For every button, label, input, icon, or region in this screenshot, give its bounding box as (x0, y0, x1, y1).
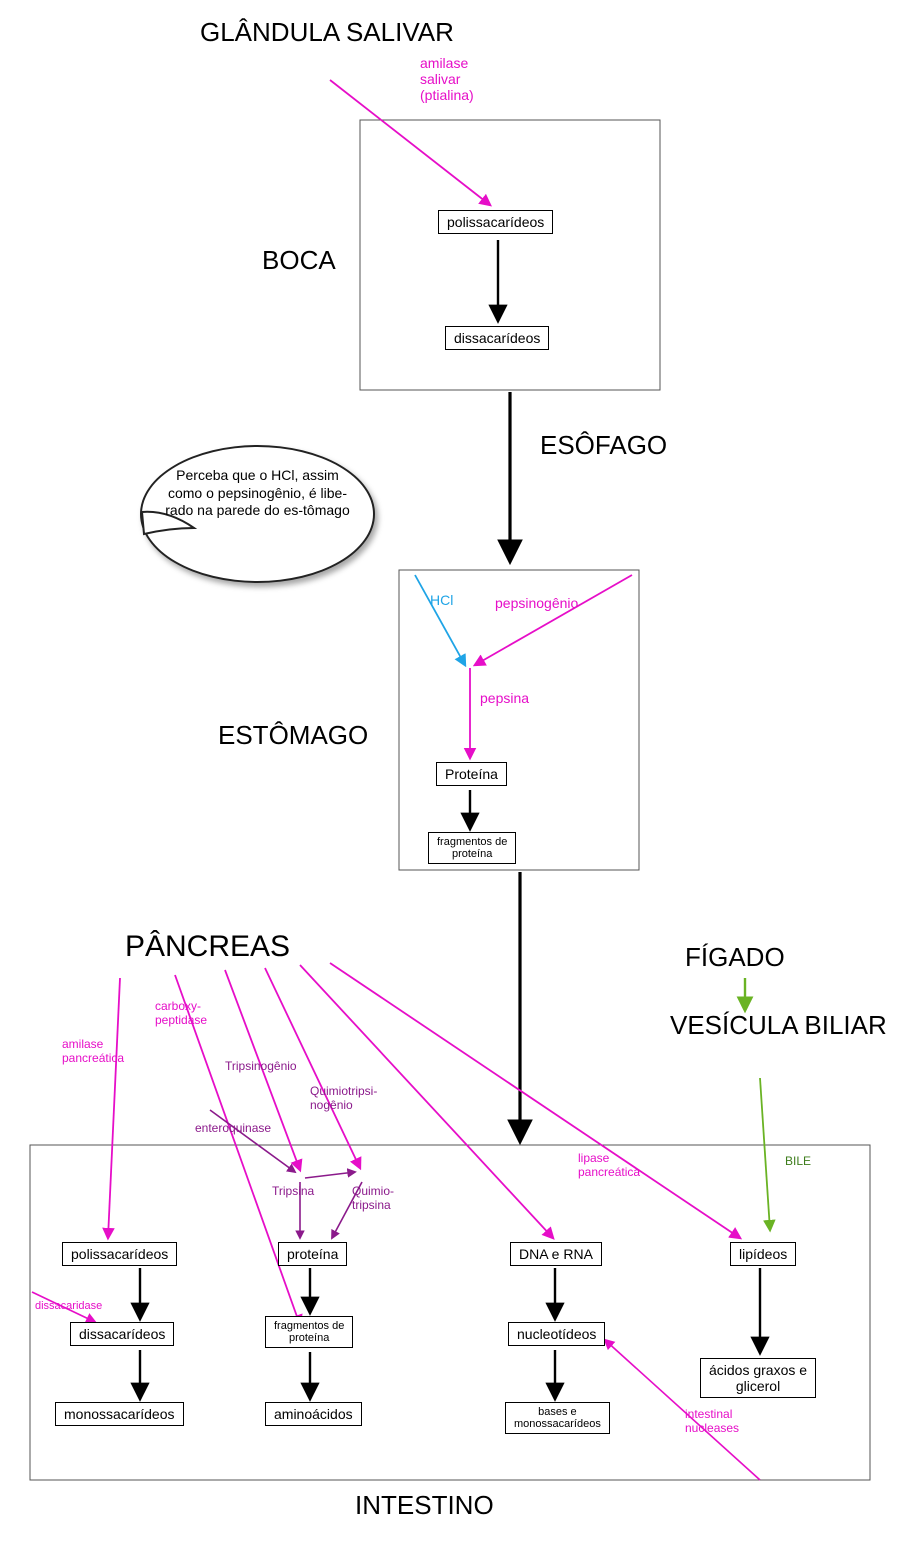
arrow-enteroq (210, 1110, 295, 1172)
enzyme-quimiotripsina: Quimio- tripsina (352, 1185, 394, 1213)
label-glandula: GLÂNDULA SALIVAR (200, 18, 454, 47)
enzyme-pepsina: pepsina (480, 690, 529, 706)
speech-bubble: Perceba que o HCl, assim como o pepsinog… (140, 445, 375, 595)
region-estomago (399, 570, 639, 870)
label-pancreas: PÂNCREAS (125, 930, 290, 964)
box-proteina-1: Proteína (436, 762, 507, 786)
enzyme-int-nucleases: intestinal nucleases (685, 1408, 739, 1436)
enzyme-bile: BILE (785, 1155, 811, 1169)
label-estomago: ESTÔMAGO (218, 720, 368, 751)
enzyme-amilase-panc: amilase pancreática (62, 1038, 124, 1066)
box-acidosgraxos: ácidos graxos e glicerol (700, 1358, 816, 1398)
box-polissac-1: polissacarídeos (438, 210, 553, 234)
enzyme-carboxy: carboxy- peptidase (155, 1000, 207, 1028)
arrow-pepsinogenio (475, 575, 632, 665)
enzyme-pepsinogenio: pepsinogênio (495, 595, 578, 611)
enzyme-hcl: HCl (430, 592, 453, 608)
arrow-bile (760, 1078, 770, 1230)
bubble-text: Perceba que o HCl, assim como o pepsinog… (162, 467, 353, 520)
box-lipideos: lipídeos (730, 1242, 796, 1266)
enzyme-quimiotripsinog: Quimiotripsi- nogênio (310, 1085, 377, 1113)
box-dissac-2: dissacarídeos (70, 1322, 174, 1346)
box-proteina-2: proteína (278, 1242, 347, 1266)
enzyme-amilase-salivar: amilase salivar (ptialina) (420, 55, 474, 103)
label-vesicula: VESÍCULA BILIAR (670, 1012, 887, 1039)
box-bases: bases e monossacarídeos (505, 1402, 610, 1434)
box-nucleot: nucleotídeos (508, 1322, 605, 1346)
enzyme-lipase: lipase pancreática (578, 1152, 640, 1180)
label-boca: BOCA (262, 245, 336, 276)
label-figado: FÍGADO (685, 942, 785, 973)
region-intestino (30, 1145, 870, 1480)
arrow-hcl (415, 575, 465, 665)
box-dissac-1: dissacarídeos (445, 326, 549, 350)
enzyme-tripsinog: Tripsinogênio (225, 1060, 297, 1074)
label-esofago: ESÔFAGO (540, 430, 667, 461)
box-polissac-2: polissacarídeos (62, 1242, 177, 1266)
enzyme-dissacaridase: dissacaridase (35, 1300, 102, 1313)
box-monossac: monossacarídeos (55, 1402, 184, 1426)
enzyme-tripsina: Tripsina (272, 1185, 314, 1199)
box-fragprot-2: fragmentos de proteína (265, 1316, 353, 1348)
box-dnarna: DNA e RNA (510, 1242, 602, 1266)
box-aminoac: aminoácidos (265, 1402, 362, 1426)
label-intestino: INTESTINO (355, 1490, 494, 1521)
enzyme-enteroq: enteroquinase (195, 1122, 271, 1136)
box-fragprot-1: fragmentos de proteína (428, 832, 516, 864)
arrow-trip-quimio (305, 1172, 355, 1178)
arrow-amilase-panc (108, 978, 120, 1238)
